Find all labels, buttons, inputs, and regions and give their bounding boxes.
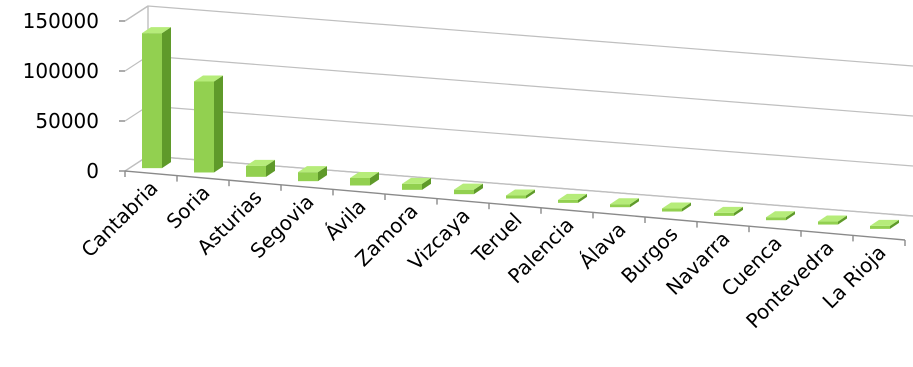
bar xyxy=(454,183,483,195)
x-axis-line xyxy=(124,170,906,241)
bars xyxy=(142,27,899,229)
bar xyxy=(558,193,587,203)
gridline xyxy=(124,55,913,117)
bar xyxy=(350,172,379,186)
y-axis-tick-labels: 0 50000 100000 150000 xyxy=(23,9,99,183)
bar xyxy=(714,206,743,216)
bar xyxy=(506,189,535,199)
bar xyxy=(610,198,639,208)
bar xyxy=(870,219,899,229)
bar xyxy=(194,75,223,173)
y-tick-label: 0 xyxy=(86,159,99,183)
y-tick-label: 150000 xyxy=(23,9,99,33)
y-tick-label: 50000 xyxy=(35,109,99,133)
bar xyxy=(298,166,327,182)
bar xyxy=(662,202,691,212)
gridline xyxy=(124,5,913,67)
gridline xyxy=(124,105,913,167)
bar xyxy=(818,215,847,225)
x-category-label: Cantabria xyxy=(76,176,162,262)
bar xyxy=(766,211,795,221)
bar xyxy=(142,27,171,169)
x-category-label: Soria xyxy=(162,180,215,233)
bar xyxy=(402,177,431,190)
bar xyxy=(246,159,275,177)
back-wall xyxy=(147,6,913,217)
x-category-label: Ávila xyxy=(320,194,371,245)
y-tick-label: 100000 xyxy=(23,59,99,83)
